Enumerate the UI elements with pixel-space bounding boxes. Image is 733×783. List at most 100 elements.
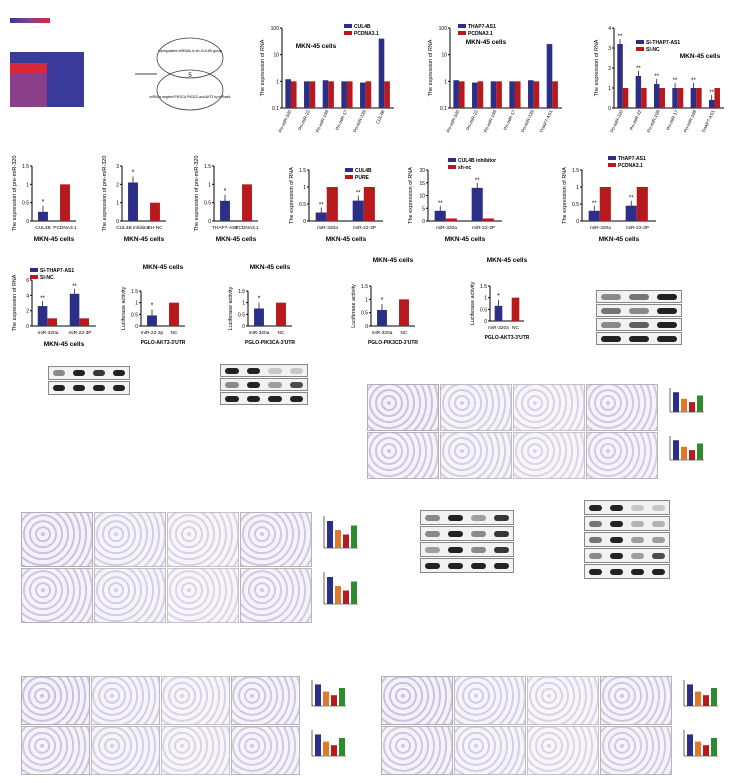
legend-swatch bbox=[458, 31, 466, 35]
quant-bar bbox=[343, 534, 349, 548]
bar bbox=[304, 81, 310, 108]
quant-bar bbox=[335, 530, 341, 548]
y-tick-label: 0.1 bbox=[440, 106, 447, 112]
legend-swatch bbox=[30, 275, 38, 279]
cells-label: MKN-45 cells bbox=[445, 236, 486, 243]
bar bbox=[147, 315, 157, 326]
blot-band bbox=[268, 367, 282, 374]
y-axis-label: Luciferase activity bbox=[351, 284, 357, 328]
quant-bar bbox=[331, 695, 337, 706]
quant-chart bbox=[311, 680, 346, 707]
blot-band bbox=[652, 552, 665, 559]
blot-band bbox=[246, 381, 260, 388]
transwell-image bbox=[381, 676, 453, 725]
blot-band bbox=[601, 321, 621, 328]
legend-label: CUL4B bbox=[355, 168, 372, 174]
blot-band bbox=[289, 381, 303, 388]
blot-band bbox=[589, 552, 602, 559]
x-tick-label: Pri-miR-22 bbox=[629, 109, 643, 131]
y-axis-label: The expression of RNA bbox=[260, 39, 266, 96]
significance-mark: ** bbox=[592, 201, 597, 207]
venn-circle-bottom bbox=[156, 69, 224, 111]
quant-bar bbox=[339, 688, 345, 706]
y-tick-label: 3 bbox=[608, 46, 611, 52]
transwell-image bbox=[167, 512, 239, 567]
chart-G: 1.5 1 0.5 0 The expression of pre-miR-320 * TH… bbox=[194, 156, 259, 243]
y-tick-label: 0.5 bbox=[361, 311, 368, 317]
cells-label: MKN-45 cells bbox=[124, 236, 165, 243]
significance-mark: ** bbox=[691, 78, 696, 84]
y-axis-label: The expression of RNA bbox=[12, 274, 18, 331]
legend-swatch bbox=[458, 24, 466, 28]
transwell-image bbox=[94, 512, 166, 567]
blot-strip bbox=[420, 558, 514, 573]
x-tick-label: miR-320a bbox=[38, 330, 59, 336]
bar bbox=[150, 202, 160, 221]
blot-band bbox=[657, 321, 677, 328]
quant-bar bbox=[697, 443, 703, 460]
x-tick-label: THAP7-AS1 bbox=[539, 109, 554, 134]
y-tick-label: 0 bbox=[576, 219, 579, 225]
x-tick-label: miR-320a bbox=[317, 225, 338, 231]
quant-bar bbox=[315, 734, 321, 756]
construct-label: PGLO-PIK3CD-3'UTR bbox=[368, 340, 418, 346]
legend-swatch bbox=[636, 47, 644, 51]
blot-band bbox=[113, 370, 125, 376]
chart-D: 4 3 2 1 0 The expression of RNA ** Pri-miR-320 *… bbox=[594, 26, 724, 134]
blot-band bbox=[53, 370, 65, 376]
y-tick-label: 1.5 bbox=[361, 284, 368, 290]
y-axis-label: The expression of pre-miR-320 bbox=[102, 156, 108, 232]
significance-mark: * bbox=[42, 199, 45, 206]
heatmap-cell bbox=[47, 74, 84, 85]
bar bbox=[365, 81, 372, 108]
x-tick-label: Pri-miR-320 bbox=[278, 109, 293, 133]
bar bbox=[453, 80, 459, 108]
chart-K: 6 4 2 0 The expression of RNA ** miR-320a ** miR… bbox=[12, 268, 96, 348]
y-tick-label: 1 bbox=[116, 201, 119, 207]
bar bbox=[352, 200, 364, 221]
x-tick-label: miR-320a bbox=[372, 330, 393, 336]
bar bbox=[482, 218, 494, 221]
significance-mark: ** bbox=[618, 34, 623, 40]
transwell-image bbox=[454, 676, 526, 725]
y-tick-label: 1 bbox=[576, 185, 579, 191]
y-axis-label: Luciferase activity bbox=[121, 286, 127, 330]
transwell-image bbox=[367, 432, 439, 479]
bar bbox=[672, 88, 678, 108]
significance-mark: ** bbox=[654, 74, 659, 80]
blot-band bbox=[425, 546, 440, 553]
transwell-image bbox=[240, 512, 312, 567]
blot-band bbox=[610, 520, 623, 527]
y-tick-label: 4 bbox=[26, 293, 29, 299]
bar bbox=[276, 302, 286, 326]
y-tick-label: 100 bbox=[271, 26, 280, 32]
blot-band bbox=[225, 395, 239, 402]
bar bbox=[315, 212, 327, 221]
blot-band bbox=[610, 536, 623, 543]
blot-band bbox=[601, 335, 621, 342]
blot-band bbox=[93, 385, 105, 391]
x-tick-label: NC bbox=[401, 330, 408, 336]
quant-bar bbox=[331, 745, 337, 756]
y-tick-label: 0.5 bbox=[572, 202, 579, 208]
legend-swatch bbox=[344, 31, 352, 35]
x-tick-label: Pri-miR-22 bbox=[297, 109, 311, 131]
cells-label: MKN-45 cells bbox=[466, 39, 507, 46]
quant-chart bbox=[669, 436, 704, 461]
venn-circle-top bbox=[156, 37, 224, 79]
chart-F: 3 2 1 0 The expression of pre-miR-320 * CUL4B … bbox=[102, 156, 166, 243]
quant-bar bbox=[335, 586, 341, 604]
significance-mark: * bbox=[151, 303, 154, 310]
y-tick-label: 2 bbox=[608, 66, 611, 72]
significance-mark: ** bbox=[475, 178, 480, 184]
significance-mark: ** bbox=[629, 196, 634, 202]
y-tick-label: 2 bbox=[26, 309, 29, 315]
y-axis-label: The expression of RNA bbox=[408, 167, 414, 224]
legend-label: sh-nc bbox=[458, 165, 472, 171]
blot-band bbox=[652, 520, 665, 527]
quant-bar bbox=[703, 745, 709, 756]
bar bbox=[326, 187, 338, 221]
bar bbox=[494, 305, 503, 321]
blot-band bbox=[657, 293, 677, 300]
blot-band bbox=[589, 504, 602, 511]
